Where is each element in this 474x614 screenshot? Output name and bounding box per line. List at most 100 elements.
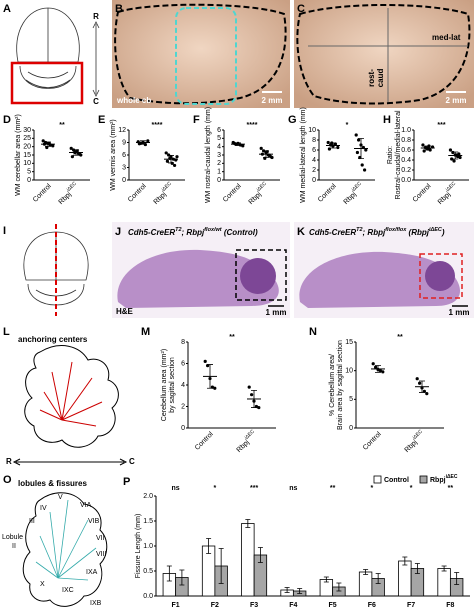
significance: * xyxy=(371,485,374,492)
series-name: Rbpj xyxy=(236,439,251,454)
cerebellum xyxy=(425,261,455,291)
error-bar xyxy=(251,389,257,408)
y-axis-title: Ratio: xyxy=(387,146,394,164)
series-name: Control xyxy=(412,182,433,203)
x-tick-label: F7 xyxy=(407,602,415,609)
y-tick-label: 2 xyxy=(181,403,185,410)
scale-label: 1 mm xyxy=(449,308,470,317)
significance: * xyxy=(410,485,413,492)
vermis-outline xyxy=(175,7,237,105)
y-tick-label: 10 xyxy=(23,160,31,167)
y-axis-title: by sagittal section xyxy=(169,357,176,413)
error-bar xyxy=(297,588,303,594)
panel-letter: N xyxy=(309,326,317,338)
caudal-label: C xyxy=(129,457,135,466)
x-tick-label: RbpjiΔEC xyxy=(56,181,81,206)
title-part: T2 xyxy=(175,227,181,233)
data-point xyxy=(326,140,330,145)
data-point xyxy=(425,392,429,396)
y-tick-label: 6 xyxy=(181,360,185,367)
panel-letter: D xyxy=(3,114,11,126)
data-point xyxy=(69,146,73,150)
y-axis-title: % Cerebellum area/ xyxy=(329,354,336,416)
y-tick-label: 8 xyxy=(181,339,185,346)
y-tick-label: 12 xyxy=(118,127,126,134)
y-tick-label: 30 xyxy=(23,127,31,134)
y-tick-label: 15 xyxy=(23,152,31,159)
data-point xyxy=(378,369,382,373)
x-tick-label: RbpjiΔEC xyxy=(402,429,427,454)
error-bar xyxy=(235,142,241,146)
x-tick-label: Control xyxy=(32,182,53,203)
panel-title: Cdh5-CreERT2; Rbpjflox/flox (RbpjiΔEC) xyxy=(309,227,445,237)
series-name-sup: iΔEC xyxy=(446,474,458,480)
title-part: Cdh5-CreER xyxy=(128,228,175,237)
lobule-labels: V IV VIA III VIB Lobule II VII VIII IXA X IXC IXB xyxy=(2,494,107,607)
y-axis-title: WM medial-lateral length (mm) xyxy=(300,107,307,203)
panel-title: anchoring centers xyxy=(18,335,88,344)
data-point xyxy=(415,377,419,381)
title-part: flox/flox xyxy=(385,227,407,233)
error-bar xyxy=(73,149,79,156)
y-tick-label: 0 xyxy=(27,177,31,184)
data-point xyxy=(41,139,45,143)
series-name: Rbpj xyxy=(58,191,73,206)
significance: **** xyxy=(152,122,163,129)
panel-i xyxy=(23,224,89,316)
lobule-label: IXB xyxy=(90,600,102,607)
error-bar xyxy=(336,582,342,592)
error-bar xyxy=(330,142,336,149)
lobule-label: II xyxy=(12,543,16,550)
data-point xyxy=(451,150,455,155)
legend-swatch xyxy=(373,475,382,484)
bar xyxy=(358,571,373,597)
x-tick-label: F1 xyxy=(172,602,180,609)
data-point xyxy=(364,148,368,152)
data-point xyxy=(270,155,274,160)
x-tick-label: F3 xyxy=(250,602,258,609)
y-tick-label: 0.4 xyxy=(401,157,411,164)
error-bar xyxy=(402,556,408,566)
data-point xyxy=(247,385,251,389)
lobule-label: VIII xyxy=(96,551,107,558)
data-point xyxy=(259,146,263,150)
roi-box xyxy=(10,61,84,105)
y-tick-label: 25 xyxy=(23,135,31,142)
panel-letter: A xyxy=(3,3,11,15)
y-tick-label: 0.0 xyxy=(143,593,153,600)
x-tick-label: Control xyxy=(317,182,338,203)
y-tick-label: 8 xyxy=(312,137,316,144)
series-name: Rbpj xyxy=(404,439,419,454)
significance: * xyxy=(346,122,349,129)
panel-letter: P xyxy=(123,476,130,488)
panel-letter: H xyxy=(383,114,391,126)
cerebellum-outline xyxy=(22,492,108,607)
scale-label: 2 mm xyxy=(446,96,467,105)
y-tick-label: 0 xyxy=(349,425,353,432)
x-tick-label: RbpjiΔEC xyxy=(435,181,460,206)
outline xyxy=(114,3,287,105)
photo-label: whole cb xyxy=(116,96,151,105)
y-tick-label: 3 xyxy=(122,164,126,171)
fissure-lines xyxy=(35,499,97,581)
data-point xyxy=(357,138,361,142)
data-point xyxy=(146,139,150,143)
y-tick-label: 0 xyxy=(312,177,316,184)
y-tick-label: 0.0 xyxy=(401,177,411,184)
x-tick-label: RbpjiΔEC xyxy=(151,181,176,206)
error-bar xyxy=(218,548,224,584)
y-tick-label: 2.0 xyxy=(143,493,153,500)
bar xyxy=(241,523,255,597)
error-bar xyxy=(452,151,459,160)
y-axis-title: WM rostral-caudal length (mm) xyxy=(205,107,212,203)
scale-label: 1 mm xyxy=(266,308,287,317)
data-point xyxy=(363,168,367,172)
data-point xyxy=(448,148,453,152)
data-point xyxy=(241,144,245,148)
fissure-lines xyxy=(39,361,103,427)
data-point xyxy=(164,151,168,155)
error-bar xyxy=(207,364,213,389)
lobule-label: Lobule xyxy=(2,534,23,541)
data-point xyxy=(371,362,375,366)
x-tick-label: Control xyxy=(194,430,215,451)
